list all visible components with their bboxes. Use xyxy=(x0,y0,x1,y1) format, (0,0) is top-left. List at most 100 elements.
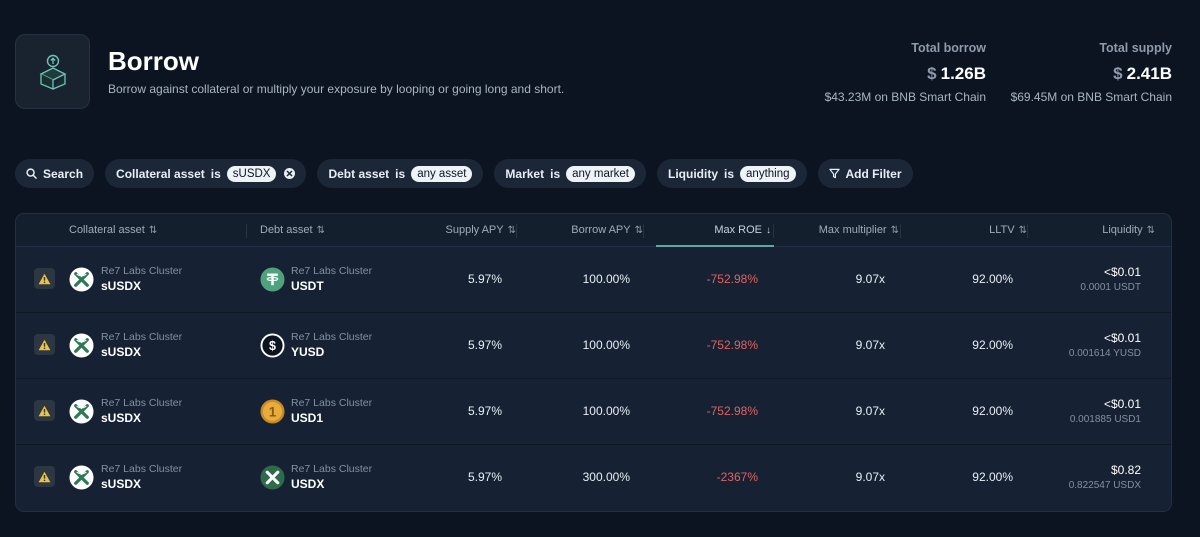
total-supply-stat: Total supply $2.41B $69.45M on BNB Smart… xyxy=(1011,41,1172,104)
debt-filter-operator: is xyxy=(395,166,406,181)
currency-symbol: $ xyxy=(1113,64,1123,83)
sort-icon: ⇅ xyxy=(1146,225,1155,236)
collateral-filter-value: sUSDX xyxy=(226,165,277,182)
page-subtitle: Borrow against collateral or multiply yo… xyxy=(108,82,565,96)
col-header-max-roe-label: Max ROE xyxy=(714,224,762,236)
col-header-max-roe[interactable]: Max ROE ↓ xyxy=(714,214,771,247)
table-header: Collateral asset ⇅ Debt asset ⇅ Supply APY… xyxy=(16,214,1171,247)
liquidity-amount: 0.0001 USDT xyxy=(1080,282,1141,293)
borrow-apy: 100.00% xyxy=(582,338,630,352)
page-title: Borrow xyxy=(108,46,199,76)
debt-asset-name: USDT xyxy=(291,279,324,293)
debt-cluster: Re7 Labs Cluster xyxy=(291,265,373,277)
col-header-supply-apy[interactable]: Supply APY ⇅ xyxy=(446,214,516,247)
borrow-apy: 100.00% xyxy=(582,404,630,418)
warning-icon xyxy=(34,334,55,355)
table-row[interactable]: Re7 Labs Cluster sUSDX $ Re7 Labs Cluste… xyxy=(16,313,1171,379)
max-multiplier: 9.07x xyxy=(855,470,885,484)
table-row[interactable]: Re7 Labs Cluster sUSDX Re7 Labs Cluster … xyxy=(16,247,1171,313)
collateral-cluster: Re7 Labs Cluster xyxy=(101,397,183,409)
max-multiplier: 9.07x xyxy=(855,338,885,352)
close-icon[interactable] xyxy=(284,168,296,179)
liquidity-filter-label: Liquidity xyxy=(668,166,719,181)
total-borrow-stat: Total borrow $1.26B $43.23M on BNB Smart… xyxy=(825,41,986,104)
collateral-cluster: Re7 Labs Cluster xyxy=(101,265,183,277)
yusd-coin-icon: $ xyxy=(260,333,285,358)
col-header-collateral-label: Collateral asset xyxy=(69,224,145,236)
supply-apy: 5.97% xyxy=(467,338,502,352)
market-filter-operator: is xyxy=(550,166,561,181)
header-divider xyxy=(773,224,774,238)
col-header-liquidity-label: Liquidity xyxy=(1102,224,1143,236)
page-header: Borrow Borrow against collateral or mult… xyxy=(15,34,1172,110)
table-row[interactable]: Re7 Labs Cluster sUSDX 1 Re7 Labs Cluste… xyxy=(16,379,1171,445)
table-body: Re7 Labs Cluster sUSDX Re7 Labs Cluster … xyxy=(16,247,1171,511)
total-borrow-label: Total borrow xyxy=(911,41,986,55)
total-borrow-amount: 1.26B xyxy=(940,64,986,83)
liquidity-filter-value: anything xyxy=(740,165,796,182)
header-divider xyxy=(246,224,247,238)
liquidity-filter-operator: is xyxy=(724,166,735,181)
sort-icon: ⇅ xyxy=(1018,225,1027,236)
max-roe: -752.98% xyxy=(706,404,758,418)
lltv: 92.00% xyxy=(972,338,1013,352)
liquidity-value: <$0.01 xyxy=(1103,265,1141,279)
susdx-coin-icon xyxy=(69,333,94,358)
col-header-borrow-apy[interactable]: Borrow APY ⇅ xyxy=(571,214,643,247)
header-divider xyxy=(900,224,901,238)
total-supply-amount: 2.41B xyxy=(1126,64,1172,83)
supply-apy: 5.97% xyxy=(467,272,502,286)
supply-apy: 5.97% xyxy=(467,470,502,484)
col-header-collateral[interactable]: Collateral asset ⇅ xyxy=(69,214,157,247)
svg-text:1: 1 xyxy=(269,404,277,419)
collateral-filter-operator: is xyxy=(210,166,221,181)
market-filter-chip[interactable]: Market is any market xyxy=(494,159,647,188)
col-header-supply-apy-label: Supply APY xyxy=(445,224,504,236)
liquidity-amount: 0.822547 USDX xyxy=(1068,480,1141,491)
susdx-coin-icon xyxy=(69,267,94,292)
market-filter-label: Market xyxy=(505,166,545,181)
sort-icon: ⇅ xyxy=(634,225,643,236)
susdx-coin-icon xyxy=(69,465,94,490)
filter-icon xyxy=(828,168,840,179)
col-header-liquidity[interactable]: Liquidity ⇅ xyxy=(1102,214,1155,247)
active-sort-indicator xyxy=(656,245,774,247)
borrow-logo xyxy=(15,34,90,109)
debt-filter-chip[interactable]: Debt asset is any asset xyxy=(317,159,484,188)
currency-symbol: $ xyxy=(927,64,937,83)
add-filter-button[interactable]: Add Filter xyxy=(817,159,913,188)
susdx-coin-icon xyxy=(69,399,94,424)
total-supply-value: $2.41B xyxy=(1011,64,1172,84)
sort-icon: ⇅ xyxy=(316,225,325,236)
max-roe: -752.98% xyxy=(706,272,758,286)
header-divider xyxy=(516,224,517,238)
warning-icon xyxy=(34,268,55,289)
table-row[interactable]: Re7 Labs Cluster sUSDX Re7 Labs Cluster … xyxy=(16,445,1171,511)
debt-filter-label: Debt asset xyxy=(328,166,390,181)
collateral-filter-chip[interactable]: Collateral asset is sUSDX xyxy=(105,159,307,188)
max-roe: -752.98% xyxy=(706,338,758,352)
col-header-max-multiplier[interactable]: Max multiplier ⇅ xyxy=(819,214,899,247)
collateral-filter-label: Collateral asset xyxy=(116,166,205,181)
debt-cluster: Re7 Labs Cluster xyxy=(291,463,373,475)
lltv: 92.00% xyxy=(972,404,1013,418)
total-supply-chain: $69.45M on BNB Smart Chain xyxy=(1010,90,1172,104)
borrow-markets-table: Collateral asset ⇅ Debt asset ⇅ Supply APY… xyxy=(15,213,1172,512)
header-divider xyxy=(1027,224,1028,238)
lltv: 92.00% xyxy=(972,470,1013,484)
collateral-asset-name: sUSDX xyxy=(101,345,142,359)
search-button[interactable]: Search xyxy=(15,159,95,188)
col-header-debt[interactable]: Debt asset ⇅ xyxy=(260,214,325,247)
liquidity-filter-chip[interactable]: Liquidity is anything xyxy=(657,159,807,188)
collateral-asset-name: sUSDX xyxy=(101,477,142,491)
col-header-lltv[interactable]: LLTV ⇅ xyxy=(989,214,1027,247)
collateral-asset-name: sUSDX xyxy=(101,411,142,425)
max-multiplier: 9.07x xyxy=(855,404,885,418)
lltv: 92.00% xyxy=(972,272,1013,286)
borrow-apy: 100.00% xyxy=(582,272,630,286)
sort-icon: ⇅ xyxy=(890,225,899,236)
sort-icon: ⇅ xyxy=(507,225,516,236)
svg-text:$: $ xyxy=(269,339,276,353)
liquidity-value: <$0.01 xyxy=(1103,331,1141,345)
